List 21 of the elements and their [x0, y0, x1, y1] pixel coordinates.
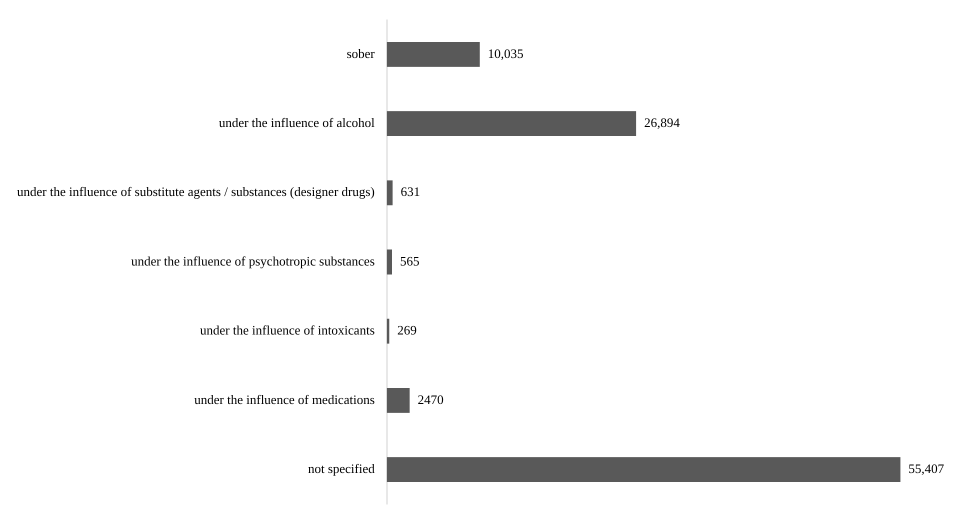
bar [386, 388, 410, 413]
bar [386, 42, 480, 67]
y-tick-label: under the influence of alcohol [218, 115, 376, 130]
data-label: 55,407 [908, 461, 945, 476]
data-label: 2470 [418, 392, 444, 407]
y-tick-label: not specified [308, 461, 376, 476]
bar [386, 457, 900, 482]
y-tick-label: sober [346, 46, 376, 61]
bar [386, 180, 393, 206]
y-tick-label: under the influence of intoxicants [200, 322, 375, 338]
y-tick-label: under the influence of medications [194, 392, 375, 407]
bar [386, 111, 636, 136]
bar [386, 250, 392, 274]
bar [386, 318, 390, 344]
data-label: 26,894 [644, 115, 680, 130]
y-tick-label: under the influence of psychotropic substances [131, 253, 375, 268]
data-label: 565 [400, 253, 420, 268]
data-label: 269 [397, 322, 417, 338]
data-label: 631 [400, 184, 420, 200]
y-tick-label: under the influence of substitute agents / substances (designer drugs) [16, 184, 375, 200]
data-label: 10,035 [488, 46, 524, 61]
